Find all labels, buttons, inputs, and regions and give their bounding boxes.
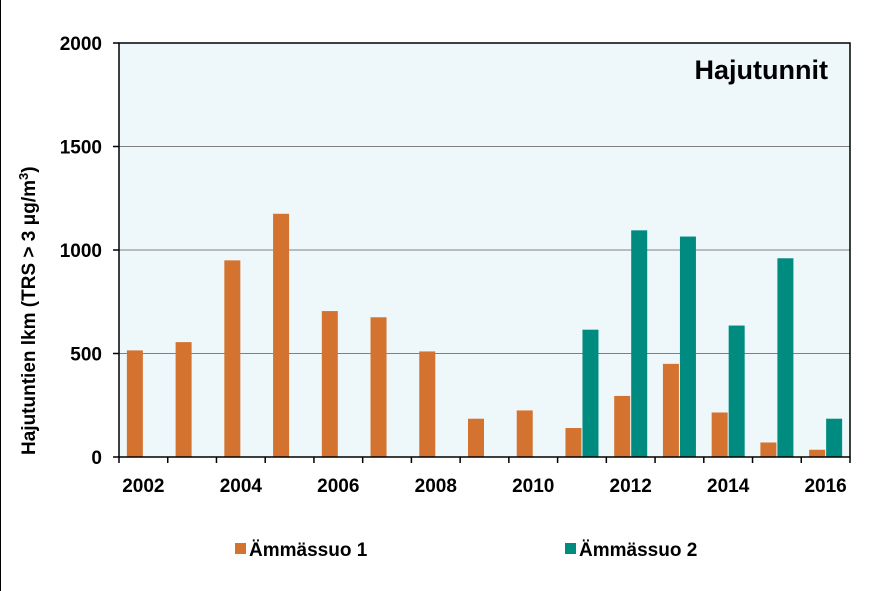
bar-1-2015: [760, 442, 777, 457]
bar-1-2009: [468, 418, 484, 457]
y-tick-label: 500: [70, 345, 102, 366]
y-axis-label-end: ): [19, 166, 40, 172]
bar-2-2013: [679, 236, 696, 457]
x-tick-label: 2004: [220, 476, 263, 497]
x-tick-label: 2012: [610, 476, 652, 497]
legend-label: Ämmässuo 1: [249, 540, 368, 561]
bar-1-2006: [321, 311, 338, 457]
bar-1-2004: [224, 260, 241, 457]
x-tick-label: 2008: [415, 476, 457, 497]
bar-1-2014: [711, 412, 728, 457]
y-axis-label-main: Hajutuntien lkm (TRS > 3 μg/m: [19, 180, 40, 455]
bar-1-2003: [175, 342, 192, 457]
bar-1-2007: [370, 317, 387, 457]
bar-2-2014: [728, 325, 745, 457]
y-tick-label: 2000: [60, 34, 102, 55]
x-axis-ticks: 2002 2004 2006 2008 2010 2012 2014 2016: [118, 457, 851, 497]
x-tick-label: 2014: [707, 476, 750, 497]
bar-1-2010: [516, 410, 533, 457]
bar-2-2012: [631, 230, 648, 457]
chart-title: Hajutunnit: [695, 55, 828, 85]
x-tick-label: 2016: [804, 476, 846, 497]
y-tick-label: 1500: [60, 138, 102, 159]
legend: Ämmässuo 1 Ämmässuo 2: [235, 540, 697, 561]
bar-1-2002: [126, 350, 143, 457]
bar-1-2005: [273, 213, 290, 457]
x-tick-label: 2002: [122, 476, 164, 497]
legend-swatch: [235, 543, 246, 554]
bar-1-2008: [419, 351, 436, 457]
legend-label: Ämmässuo 2: [579, 540, 697, 561]
legend-swatch: [565, 543, 576, 554]
bar-1-2011: [565, 428, 582, 457]
bar-1-2012: [614, 395, 631, 457]
y-tick-label: 1000: [60, 241, 102, 262]
x-tick-label: 2010: [512, 476, 554, 497]
bar-2-2011: [582, 329, 599, 457]
y-axis-label: Hajutuntien lkm (TRS > 3 μg/m3): [16, 166, 40, 455]
bars: [126, 213, 843, 457]
bar-1-2013: [662, 363, 679, 457]
bar-2-2016: [826, 418, 843, 457]
y-axis-ticks: 0 500 1000 1500 2000: [60, 34, 119, 469]
y-axis-label-superscript: 3: [16, 173, 31, 180]
bar-2-2015: [777, 258, 794, 457]
y-tick-label: 0: [91, 448, 102, 469]
bar-1-2016: [809, 449, 826, 457]
x-tick-label: 2006: [317, 476, 359, 497]
gridlines: [119, 146, 850, 354]
